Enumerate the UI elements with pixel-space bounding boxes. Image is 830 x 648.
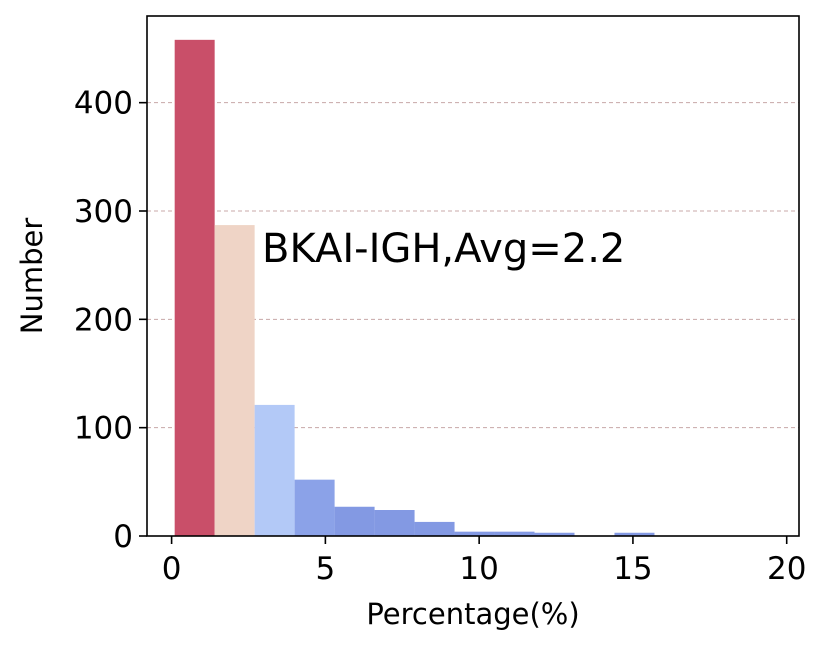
histogram-bar-0: [174, 39, 215, 536]
y-tick-label-400: 400: [74, 86, 133, 122]
y-tick-label-0: 0: [113, 519, 133, 555]
y-tick-label-100: 100: [74, 411, 133, 447]
histogram-bar-4: [334, 506, 375, 536]
x-tick-label-10: 10: [459, 551, 498, 587]
histogram-bar-7: [454, 531, 495, 536]
x-axis-label: Percentage(%): [366, 597, 579, 631]
histogram-bars: [174, 39, 655, 537]
y-tick-label-300: 300: [74, 194, 133, 230]
histogram-bar-3: [294, 479, 335, 536]
histogram-bar-6: [414, 521, 455, 536]
histogram-bar-2: [254, 404, 295, 536]
axis-ticks: [139, 101, 788, 544]
y-axis-label: Number: [15, 218, 49, 335]
plot-frame: [146, 15, 800, 537]
histogram-bar-10: [614, 532, 655, 536]
x-tick-label-5: 5: [316, 551, 336, 587]
histogram-bar-1: [214, 225, 255, 537]
x-tick-labels: 0 5 10 15 20: [162, 551, 807, 587]
x-tick-label-0: 0: [162, 551, 182, 587]
y-tick-labels: 0 100 200 300 400: [74, 86, 133, 555]
histogram-bar-8: [494, 531, 535, 536]
histogram-bar-9: [534, 532, 575, 536]
y-tick-label-200: 200: [74, 302, 133, 338]
x-tick-label-15: 15: [613, 551, 652, 587]
x-tick-label-20: 20: [767, 551, 806, 587]
histogram-bar-5: [374, 510, 415, 536]
annotation-label: BKAI-IGH,Avg=2.2: [262, 226, 625, 272]
